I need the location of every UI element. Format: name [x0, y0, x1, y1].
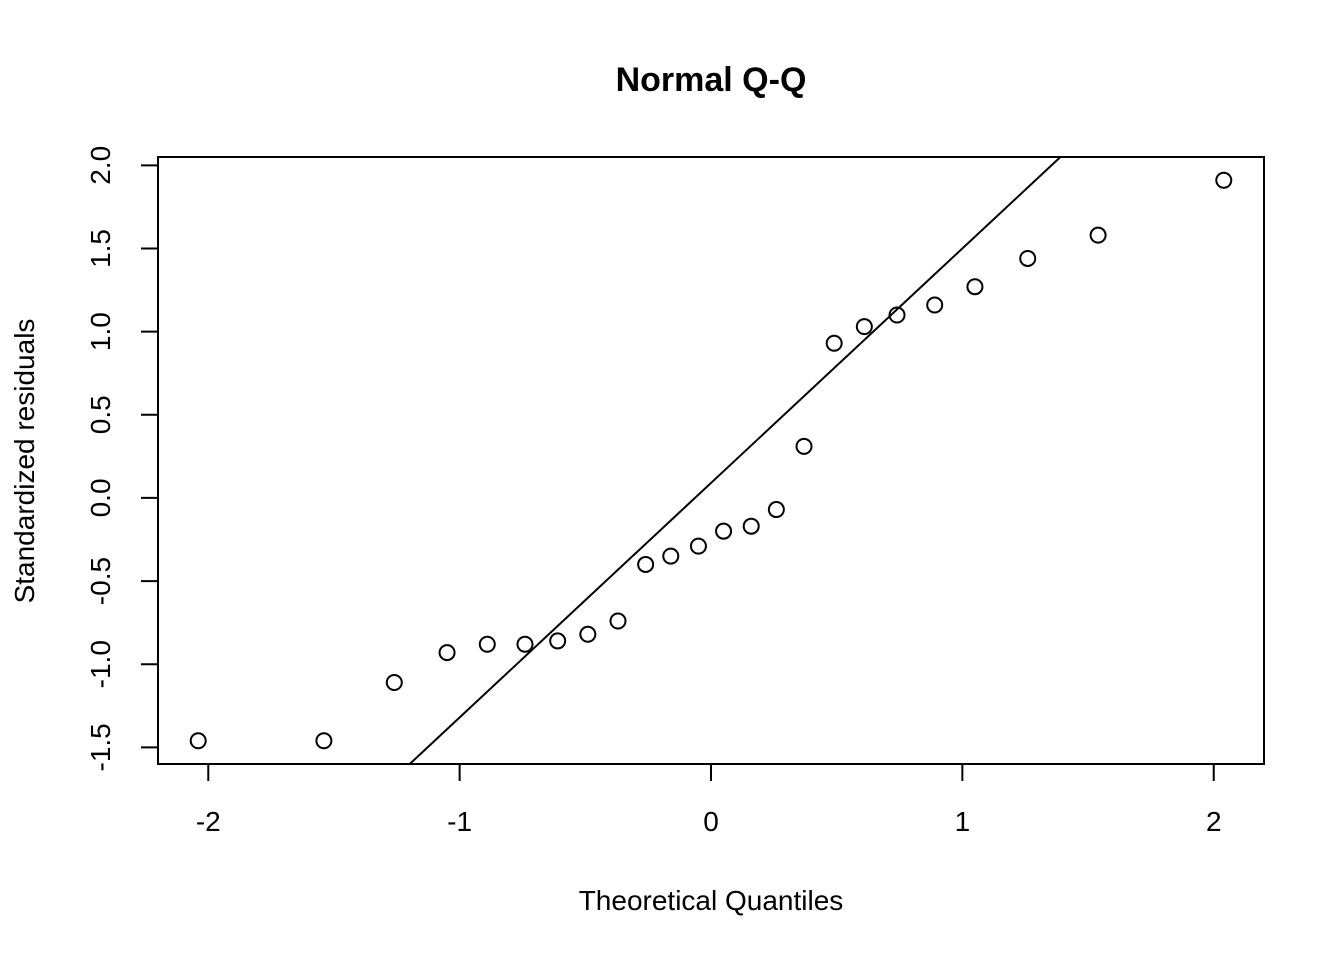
x-tick-label: 1	[955, 806, 971, 837]
x-tick-label: -2	[196, 806, 221, 837]
data-point	[385, 674, 403, 692]
data-point	[637, 555, 655, 573]
y-tick-label: 2.0	[85, 146, 116, 185]
data-point	[579, 625, 597, 643]
y-tick-label: -1.0	[85, 640, 116, 688]
x-tick-label: -1	[447, 806, 472, 837]
data-point	[689, 537, 707, 555]
data-point	[742, 517, 760, 535]
y-tick-label: 0.0	[85, 478, 116, 517]
data-point	[926, 296, 944, 314]
data-point	[516, 635, 534, 653]
x-axis: -2 -1 0 1 2	[196, 763, 1222, 837]
data-point	[1215, 171, 1233, 189]
x-tick-label: 2	[1206, 806, 1222, 837]
reference-line-group	[409, 156, 1062, 765]
y-axis-label: Standardized residuals	[9, 319, 40, 604]
data-point	[189, 732, 207, 750]
reference-line	[409, 156, 1062, 765]
y-tick-label: -0.5	[85, 557, 116, 605]
plot-frame	[157, 156, 1265, 765]
chart-title: Normal Q-Q	[616, 61, 807, 99]
x-axis-label: Theoretical Quantiles	[579, 885, 844, 916]
data-point	[715, 522, 733, 540]
data-point	[662, 547, 680, 565]
data-point	[767, 501, 785, 519]
y-tick-label: 1.0	[85, 312, 116, 351]
data-point	[609, 612, 627, 630]
data-point	[966, 278, 984, 296]
y-tick-label: -1.5	[85, 723, 116, 771]
data-points	[189, 171, 1233, 750]
data-point	[1089, 226, 1107, 244]
data-point	[855, 318, 873, 336]
data-point	[795, 437, 813, 455]
y-tick-label: 0.5	[85, 395, 116, 434]
data-point	[1019, 249, 1037, 267]
data-point	[315, 732, 333, 750]
data-point	[888, 306, 906, 324]
x-tick-label: 0	[703, 806, 719, 837]
data-point	[438, 644, 456, 662]
y-tick-label: 1.5	[85, 229, 116, 268]
data-point	[825, 334, 843, 352]
data-point	[549, 632, 567, 650]
data-point	[478, 635, 496, 653]
y-axis: -1.5 -1.0 -0.5 0.0 0.5 1.0 1.5 2.0	[85, 146, 159, 771]
